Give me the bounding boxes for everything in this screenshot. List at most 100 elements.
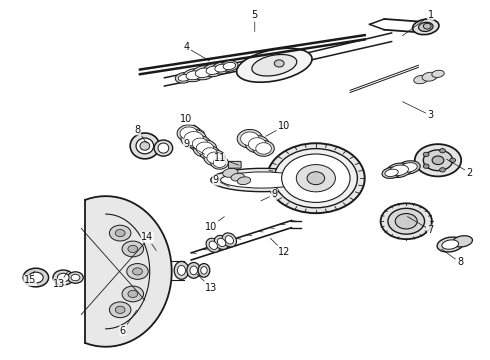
Ellipse shape xyxy=(68,272,83,283)
Ellipse shape xyxy=(237,48,312,82)
Ellipse shape xyxy=(222,168,238,177)
Circle shape xyxy=(122,286,144,302)
Circle shape xyxy=(307,172,325,185)
Polygon shape xyxy=(85,196,172,347)
Ellipse shape xyxy=(222,233,237,247)
Ellipse shape xyxy=(241,132,259,145)
Text: 3: 3 xyxy=(403,102,434,121)
Circle shape xyxy=(115,306,125,313)
Ellipse shape xyxy=(452,236,472,247)
Ellipse shape xyxy=(253,140,274,156)
Text: 4: 4 xyxy=(183,42,210,61)
Ellipse shape xyxy=(202,148,217,158)
Ellipse shape xyxy=(237,130,263,148)
Circle shape xyxy=(127,264,148,279)
Ellipse shape xyxy=(414,75,428,84)
Ellipse shape xyxy=(136,138,154,154)
Text: 9: 9 xyxy=(183,139,205,154)
Ellipse shape xyxy=(130,133,159,159)
Ellipse shape xyxy=(207,152,222,163)
Ellipse shape xyxy=(57,273,69,282)
Ellipse shape xyxy=(178,75,190,81)
Ellipse shape xyxy=(231,173,245,181)
Ellipse shape xyxy=(223,62,236,69)
Ellipse shape xyxy=(220,61,238,71)
Ellipse shape xyxy=(189,136,211,152)
Circle shape xyxy=(109,302,131,318)
Ellipse shape xyxy=(23,268,49,287)
Circle shape xyxy=(423,152,429,157)
Ellipse shape xyxy=(158,143,169,153)
Text: 11: 11 xyxy=(215,153,239,165)
Ellipse shape xyxy=(211,168,314,192)
Ellipse shape xyxy=(192,138,208,149)
Ellipse shape xyxy=(212,62,231,74)
Text: 8: 8 xyxy=(441,249,463,267)
Text: 9: 9 xyxy=(261,189,277,201)
Circle shape xyxy=(440,149,445,153)
Ellipse shape xyxy=(186,71,201,80)
Ellipse shape xyxy=(213,158,226,167)
Ellipse shape xyxy=(190,266,197,275)
Ellipse shape xyxy=(209,241,218,249)
Circle shape xyxy=(109,225,131,241)
Ellipse shape xyxy=(206,238,220,252)
Ellipse shape xyxy=(154,140,172,156)
Ellipse shape xyxy=(196,68,212,77)
Ellipse shape xyxy=(237,177,251,185)
Ellipse shape xyxy=(282,154,350,202)
Ellipse shape xyxy=(422,72,438,81)
Text: 14: 14 xyxy=(141,232,156,251)
Ellipse shape xyxy=(192,66,215,80)
Ellipse shape xyxy=(140,141,150,150)
Circle shape xyxy=(423,23,431,29)
Ellipse shape xyxy=(274,149,357,208)
Ellipse shape xyxy=(220,172,304,188)
Circle shape xyxy=(432,156,444,165)
Ellipse shape xyxy=(177,265,186,275)
Ellipse shape xyxy=(418,22,433,31)
Ellipse shape xyxy=(193,140,217,157)
Ellipse shape xyxy=(385,169,398,176)
Ellipse shape xyxy=(381,203,432,239)
Ellipse shape xyxy=(180,127,197,140)
Ellipse shape xyxy=(225,236,234,244)
Ellipse shape xyxy=(415,144,461,176)
Text: 15: 15 xyxy=(24,271,36,285)
Ellipse shape xyxy=(432,70,444,77)
Circle shape xyxy=(450,158,456,162)
Ellipse shape xyxy=(248,138,266,150)
Ellipse shape xyxy=(387,163,411,177)
Text: 8: 8 xyxy=(134,125,147,143)
Ellipse shape xyxy=(203,64,224,77)
Ellipse shape xyxy=(214,235,229,249)
Ellipse shape xyxy=(184,132,203,146)
Text: 10: 10 xyxy=(205,217,224,231)
Circle shape xyxy=(423,164,429,168)
Ellipse shape xyxy=(71,274,80,281)
Text: 6: 6 xyxy=(120,310,137,336)
Text: 10: 10 xyxy=(180,114,205,132)
Ellipse shape xyxy=(423,150,453,171)
FancyBboxPatch shape xyxy=(228,161,241,168)
Circle shape xyxy=(440,168,445,172)
Text: 13: 13 xyxy=(53,271,68,289)
Text: 5: 5 xyxy=(252,10,258,32)
Ellipse shape xyxy=(181,130,206,148)
Ellipse shape xyxy=(183,69,204,82)
Text: 12: 12 xyxy=(270,238,290,257)
Circle shape xyxy=(133,268,143,275)
Ellipse shape xyxy=(390,165,409,176)
Text: 10: 10 xyxy=(266,121,290,136)
Ellipse shape xyxy=(53,270,74,285)
Ellipse shape xyxy=(174,261,189,279)
Ellipse shape xyxy=(28,272,43,283)
Ellipse shape xyxy=(175,72,193,83)
Ellipse shape xyxy=(395,213,417,229)
Text: 9: 9 xyxy=(213,175,229,186)
Circle shape xyxy=(128,291,138,297)
Text: 7: 7 xyxy=(408,217,434,235)
Ellipse shape xyxy=(245,135,269,153)
Ellipse shape xyxy=(437,237,464,252)
Ellipse shape xyxy=(382,167,401,179)
